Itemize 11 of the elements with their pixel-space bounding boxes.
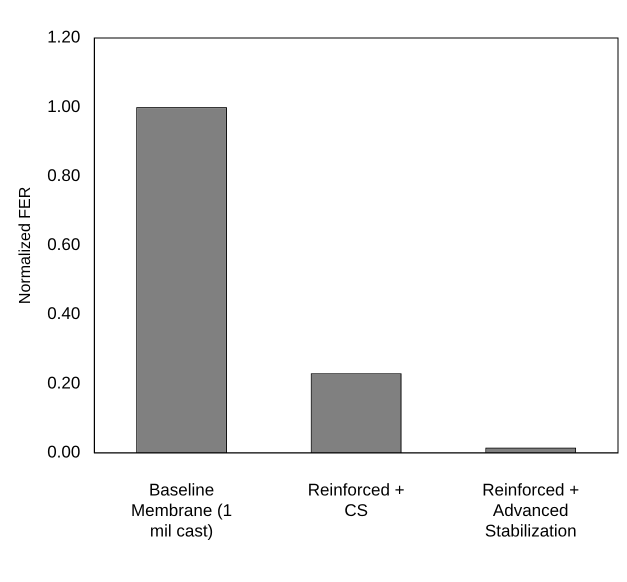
y-tick-label: 1.00 <box>47 96 80 116</box>
y-tick-label: 0.20 <box>47 373 80 392</box>
y-axis-title: Normalized FER <box>17 186 34 304</box>
y-tick-label: 1.20 <box>47 28 80 47</box>
y-tick-label: 0.00 <box>47 442 80 462</box>
x-tick-label: Reinforced + CS <box>308 480 405 520</box>
y-tick-label: 0.40 <box>47 304 80 324</box>
x-tick-label: Reinforced + Advanced Stabilization <box>482 480 580 540</box>
x-tick-label: Baseline Membrane (1 mil cast) <box>131 480 232 540</box>
y-tick-label: 0.80 <box>47 166 80 185</box>
y-tick-label: 0.60 <box>47 235 80 254</box>
